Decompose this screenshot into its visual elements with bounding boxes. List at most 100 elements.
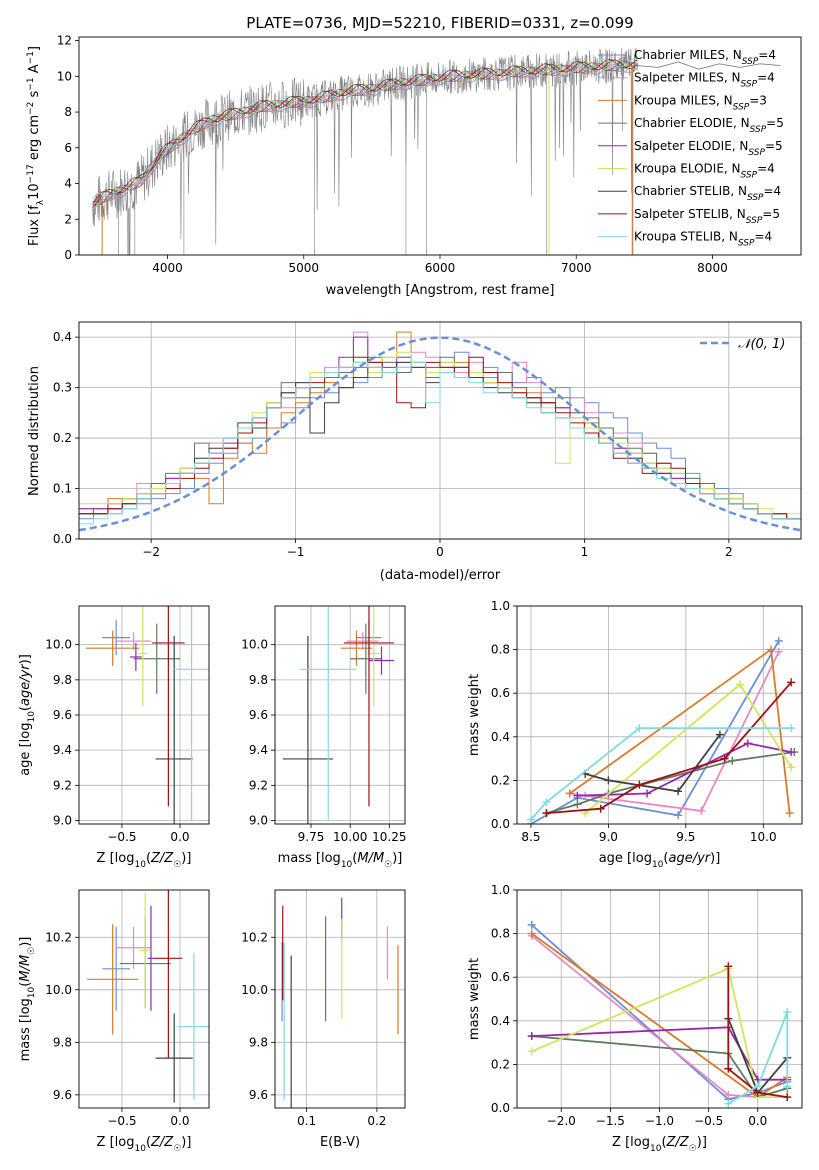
- weight-line: [577, 742, 792, 797]
- weight-marker: [715, 730, 724, 739]
- x-tick-label: 9.75: [298, 830, 325, 844]
- label-part: =4: [758, 48, 776, 62]
- weight-marker: [753, 1082, 762, 1091]
- legend-entry: Chabrier ELODIE, NSSP=5: [634, 116, 784, 135]
- label-part: SSP: [741, 171, 758, 181]
- y-tick-label: 9.2: [53, 778, 72, 792]
- x-tick-label: 10.00: [333, 830, 367, 844]
- axes-frame: [516, 605, 803, 825]
- label-part: Z [log: [612, 1135, 650, 1150]
- label-part: =4: [764, 184, 782, 198]
- label-part: =4: [757, 162, 775, 176]
- weight-marker: [635, 724, 644, 733]
- label-part: ☉: [689, 1144, 697, 1154]
- axes-frame: [78, 321, 802, 540]
- x-tick-label: 9.0: [599, 830, 618, 844]
- label-part: 10: [650, 1144, 662, 1154]
- y-tick-label: 0.4: [491, 730, 510, 744]
- x-tick-label: 0.2: [367, 1114, 386, 1128]
- model-spectrum-line: [92, 62, 638, 208]
- y-tick-label: 9.2: [249, 778, 268, 792]
- y-axis-label: mass weight: [467, 958, 482, 1040]
- histogram-step: [79, 356, 801, 520]
- weight-marker: [527, 929, 536, 938]
- label-part: SSP: [750, 125, 767, 135]
- label-part: )]: [181, 1135, 191, 1150]
- label-part: −1: [26, 51, 36, 64]
- spectrum-panel: 4000 5000 6000 7000 8000 0 2 4 6 8 10 12 Chabrier MI…: [26, 34, 802, 298]
- label-part: (: [661, 1135, 666, 1150]
- label-part: mass [log: [278, 851, 341, 866]
- x-axis-label: (data-model)/error: [380, 568, 501, 583]
- weight-marker: [787, 748, 796, 757]
- label-part: age [log: [18, 723, 33, 776]
- label-part: 10: [134, 860, 146, 870]
- label-part: Salpeter STELIB, N: [634, 207, 746, 221]
- weight-marker: [724, 1090, 733, 1099]
- label-part: SSP: [742, 57, 759, 67]
- label-part: )]: [18, 937, 33, 947]
- weight-marker: [674, 787, 683, 796]
- axes-frame: [274, 605, 406, 825]
- plot-area: [526, 636, 799, 824]
- legend-entry: Kroupa MILES, NSSP=3: [634, 93, 767, 112]
- legend-entry: Kroupa STELIB, NSSP=4: [634, 230, 772, 249]
- label-part: erg cm: [27, 115, 42, 164]
- mass-vs-metallicity-panel: −0.5 0.09.69.810.010.2Z [log10(Z/Z☉)]mass…: [18, 889, 210, 1154]
- weight-marker: [596, 804, 605, 813]
- label-part: Chabrier STELIB, N: [634, 184, 747, 198]
- axes-frame: [78, 889, 210, 1109]
- x-tick-label: 5000: [289, 261, 320, 275]
- weight-line: [530, 727, 792, 821]
- residual-histogram-panel: −2 −1 0 1 2 0.0 0.1 0.2 0.3 0.4 𝒩(0, 1) (data-model…: [27, 321, 802, 583]
- x-tick-label: −2: [142, 545, 160, 559]
- y-tick-label: 6: [64, 141, 72, 155]
- label-part: Z [log: [97, 1135, 135, 1150]
- x-axis-label: Z [log10(Z/Z☉)]: [97, 851, 192, 870]
- label-part: =5: [765, 139, 783, 153]
- x-tick-label: 1: [581, 545, 589, 559]
- x-tick-label: −1: [287, 545, 305, 559]
- x-tick-label: 6000: [425, 261, 456, 275]
- y-tick-label: 9.8: [249, 1035, 268, 1049]
- label-part: wavelength [Angstrom, rest frame]: [326, 283, 555, 298]
- y-axis-label: age [log10(age/yr)]: [18, 654, 37, 776]
- y-tick-label: 0.0: [491, 1101, 510, 1115]
- y-tick-label: 0.1: [53, 482, 72, 496]
- model-extension-line: [637, 61, 781, 70]
- y-tick-label: 0.6: [491, 970, 510, 984]
- weight-marker: [542, 809, 551, 818]
- weight-line: [531, 1035, 788, 1099]
- label-part: Kroupa STELIB, N: [634, 230, 738, 244]
- x-axis-label: E(B-V): [320, 1135, 360, 1150]
- label-part: ☉: [384, 860, 392, 870]
- label-part: Z/Z: [150, 851, 174, 866]
- y-tick-label: 10.0: [45, 638, 72, 652]
- weight-marker: [573, 791, 582, 800]
- label-part: ]: [27, 46, 42, 51]
- label-part: =5: [762, 207, 780, 221]
- weight-marker: [787, 678, 796, 687]
- label-part: )]: [392, 851, 402, 866]
- y-tick-label: 9.6: [53, 708, 72, 722]
- label-part: 10: [134, 1144, 146, 1154]
- weight-marker: [674, 811, 683, 820]
- x-tick-label: 10.0: [750, 830, 777, 844]
- x-tick-label: 0.1: [297, 1114, 316, 1128]
- label-part: (: [18, 982, 33, 987]
- weight-marker: [635, 780, 644, 789]
- label-part: SSP: [746, 216, 763, 226]
- x-tick-label: 7000: [561, 261, 592, 275]
- age-vs-metallicity-panel: −0.5 0.09.09.29.49.69.810.0Z [log10(Z/Z☉)…: [18, 605, 210, 870]
- x-tick-label: 0.0: [170, 1114, 189, 1128]
- x-tick-label: 2: [725, 545, 733, 559]
- label-part: −2: [26, 102, 36, 115]
- y-tick-label: 12: [57, 34, 72, 48]
- y-tick-label: 4: [64, 177, 72, 191]
- weight-marker: [724, 1099, 733, 1108]
- label-part: 10: [652, 860, 664, 870]
- y-axis-label: Normed distribution: [27, 366, 42, 496]
- weight-marker: [643, 789, 652, 798]
- label-part: Z [log: [97, 851, 135, 866]
- label-part: λ: [36, 199, 46, 205]
